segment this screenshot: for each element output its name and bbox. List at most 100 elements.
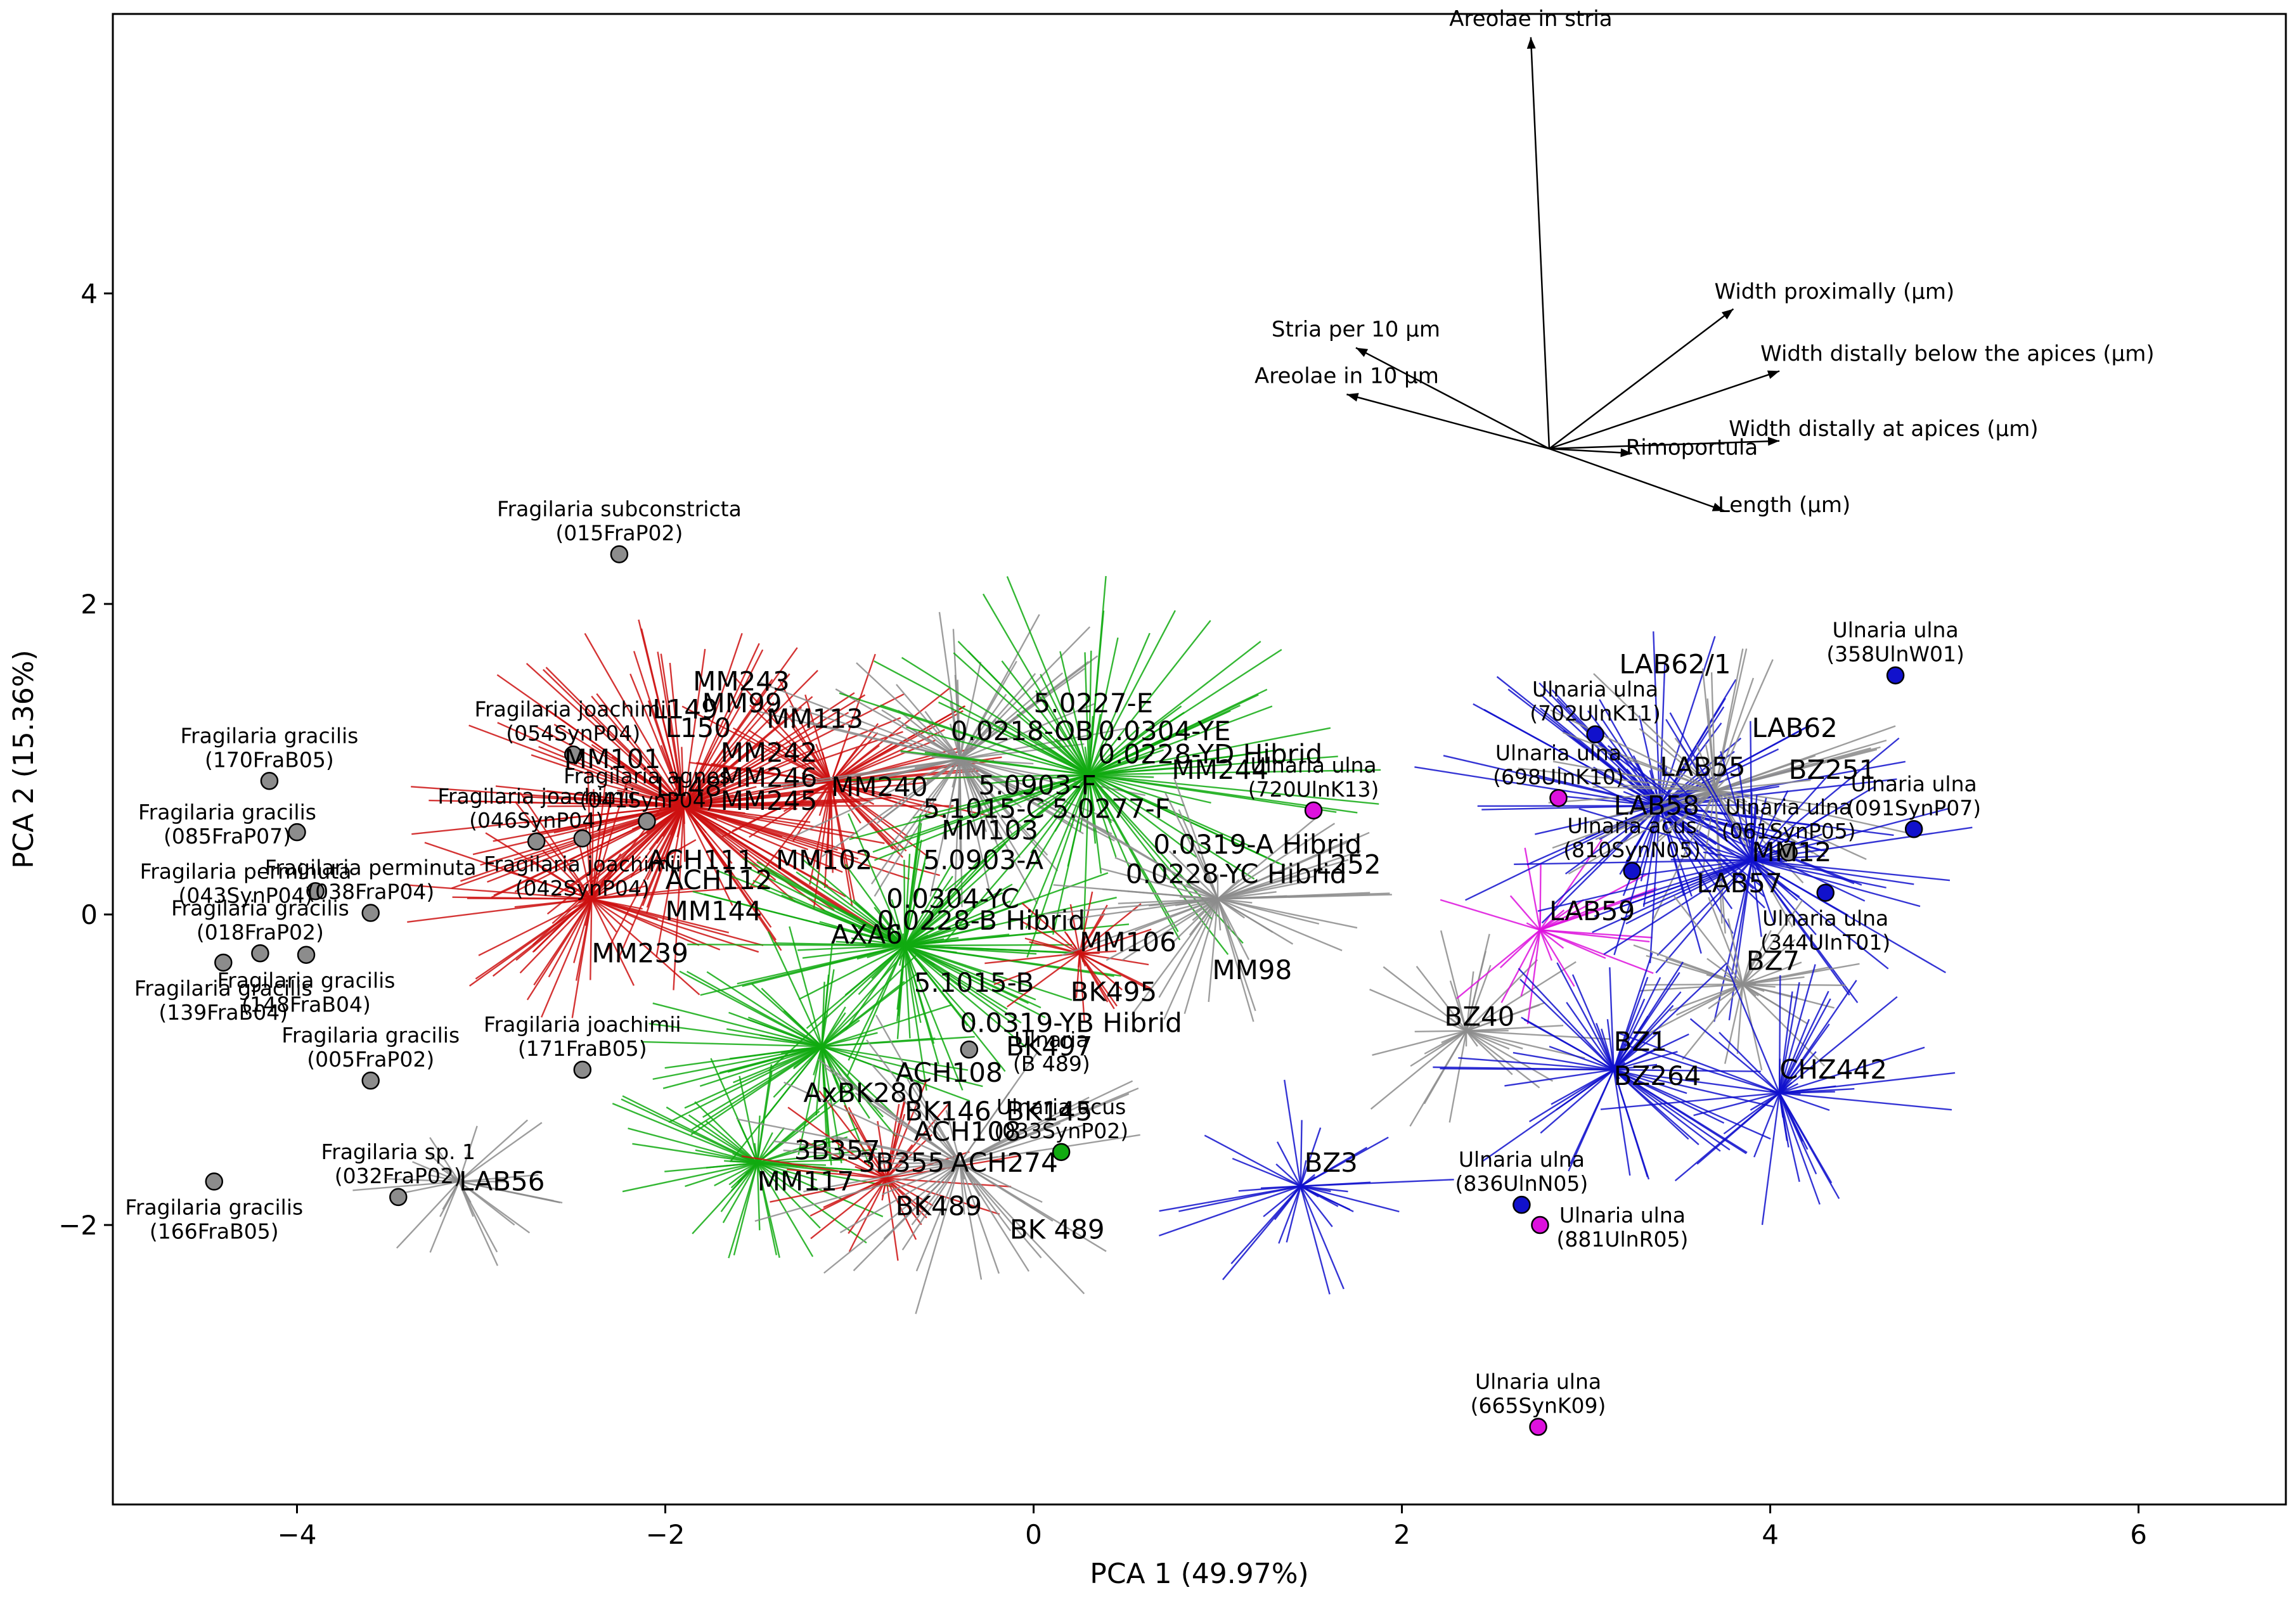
- cluster-spoke: [531, 754, 684, 807]
- cluster-spoke: [830, 710, 964, 783]
- centroid-label: BK145: [1006, 1096, 1093, 1127]
- cluster-spoke: [830, 782, 834, 873]
- cluster-spoke: [757, 1162, 818, 1181]
- cluster-spoke: [1665, 719, 1753, 861]
- point-label-code: (015FraP02): [555, 521, 683, 546]
- cluster-spoke: [1458, 1057, 1614, 1071]
- cluster-spoke: [1609, 859, 1752, 912]
- cluster-spoke: [577, 839, 593, 899]
- cluster-spoke: [1736, 984, 1744, 1055]
- cluster-spoke: [1613, 1068, 1761, 1072]
- cluster-spoke: [685, 1162, 758, 1188]
- cluster-spoke: [1216, 899, 1254, 1022]
- cluster-spoke: [1715, 789, 1850, 811]
- cluster-spoke: [903, 854, 911, 946]
- cluster-spoke: [778, 678, 832, 783]
- cluster-spoke: [1778, 964, 1816, 1094]
- cluster-spoke: [1714, 789, 1746, 812]
- cluster-spoke: [959, 1162, 1085, 1295]
- cluster-spoke: [1073, 813, 1218, 900]
- cluster-spoke: [664, 1046, 822, 1069]
- cluster-spoke: [957, 641, 1090, 776]
- reference-point: [638, 812, 656, 831]
- cluster-spoke: [1613, 977, 1661, 1070]
- cluster-spoke: [993, 724, 1090, 776]
- cluster-spoke: [1300, 1127, 1322, 1187]
- centroid-label: 0.0228-YC Hibrid: [1126, 858, 1347, 889]
- cluster-spoke: [1217, 840, 1348, 900]
- cluster-spoke: [688, 1114, 758, 1164]
- cluster-spoke: [591, 898, 721, 951]
- cluster-spoke: [904, 945, 976, 1025]
- cluster-spoke: [1526, 930, 1541, 1025]
- loading-arrow: [1549, 447, 1725, 512]
- cluster-spoke: [1674, 895, 1743, 985]
- cluster-spoke: [1466, 1001, 1545, 1032]
- cluster-spoke: [913, 774, 1089, 819]
- cluster-spoke: [724, 1160, 758, 1164]
- cluster-spoke: [1674, 1092, 1780, 1182]
- cluster-spoke: [822, 1046, 971, 1102]
- cluster-spoke: [1613, 998, 1646, 1070]
- cluster-spoke: [1549, 1046, 1615, 1071]
- cluster-spoke: [519, 792, 593, 900]
- cluster-spoke: [866, 1039, 961, 1164]
- cluster-spoke: [1541, 805, 1661, 924]
- point-label-code: (702UlnK11): [1530, 701, 1661, 726]
- cluster-spoke: [1625, 859, 1753, 925]
- cluster-spoke: [1217, 850, 1362, 900]
- cluster-spoke: [591, 898, 700, 996]
- cluster-spoke: [1441, 1030, 1467, 1044]
- cluster-spoke: [959, 759, 997, 842]
- cluster-spoke: [1021, 920, 1080, 954]
- cluster-spoke: [757, 1162, 867, 1244]
- cluster-spoke: [835, 688, 960, 760]
- cluster-spoke: [754, 1162, 960, 1222]
- loading-arrowhead: [1355, 347, 1369, 357]
- cluster-spoke: [798, 944, 905, 1000]
- cluster-spoke: [1558, 766, 1753, 861]
- cluster-spoke: [1216, 899, 1222, 931]
- cluster-spoke: [1440, 930, 1467, 1032]
- cluster-spoke: [534, 725, 685, 807]
- centroid-label: BZ3: [1305, 1147, 1358, 1178]
- cluster-spoke: [904, 944, 1073, 1001]
- cluster-spoke: [1102, 888, 1218, 900]
- cluster-spoke: [959, 759, 990, 889]
- cluster-spoke: [1538, 682, 1661, 807]
- cluster-spoke: [684, 1046, 822, 1109]
- cluster-spoke: [821, 940, 917, 1048]
- loading-label: Stria per 10 µm: [1272, 317, 1440, 342]
- cluster-spoke: [1100, 868, 1218, 900]
- cluster-spoke: [1178, 809, 1219, 899]
- cluster-spoke: [683, 797, 892, 807]
- loading-arrow: [1530, 37, 1551, 449]
- loading-arrow: [1346, 394, 1550, 450]
- cluster-spoke: [737, 1118, 960, 1164]
- cluster-spoke: [1189, 898, 1218, 936]
- cluster-spoke: [874, 759, 961, 897]
- point-label-name: Fragilaria joachimii: [484, 852, 681, 876]
- centroid-label: 0.0228-YD Hibrid: [1098, 739, 1322, 770]
- cluster-spoke: [1751, 859, 1889, 970]
- cluster-spoke: [1088, 774, 1244, 944]
- cluster-spoke: [514, 801, 593, 900]
- cluster-spoke: [1751, 859, 1859, 1003]
- cluster-spoke: [904, 944, 1036, 1001]
- cluster-spoke: [959, 1162, 1030, 1272]
- cluster-spoke: [630, 805, 685, 878]
- cluster-spoke: [1114, 857, 1218, 900]
- x-tick-label: 4: [1762, 1519, 1779, 1550]
- cluster-spoke: [695, 1149, 758, 1164]
- cluster-spoke: [1088, 632, 1151, 775]
- cluster-spoke: [683, 805, 685, 824]
- cluster-spoke: [1653, 631, 1661, 806]
- cluster-spoke: [959, 662, 982, 760]
- cluster-spoke: [452, 896, 592, 900]
- cluster-spoke: [704, 894, 905, 947]
- point-label-code: (042SynP04): [515, 876, 650, 901]
- centroid-label: L150: [666, 712, 732, 743]
- cluster-spoke: [822, 1032, 878, 1048]
- cluster-spoke: [1069, 904, 1081, 954]
- cluster-spoke: [591, 839, 697, 900]
